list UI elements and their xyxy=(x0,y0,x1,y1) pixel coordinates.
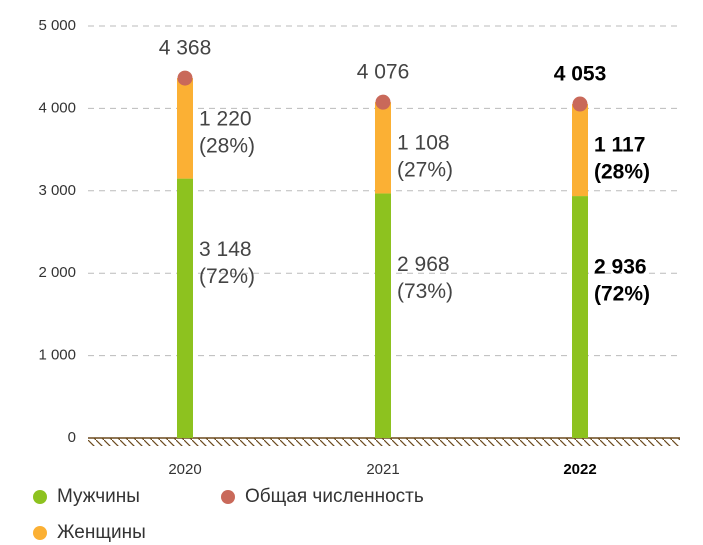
percent-label: (72%) xyxy=(199,265,255,288)
legend-label: Женщины xyxy=(57,522,146,543)
percent-label: (72%) xyxy=(594,283,650,306)
value-label: 2 936 xyxy=(594,256,647,279)
y-tick-label: 3 000 xyxy=(38,182,76,199)
y-tick-label: 0 xyxy=(68,429,76,446)
value-label: 1 117 xyxy=(594,134,645,157)
legend-swatch xyxy=(33,490,47,504)
total-dot xyxy=(375,94,391,110)
y-tick-label: 2 000 xyxy=(38,264,76,281)
bar-segment xyxy=(375,193,391,438)
bar-segment xyxy=(177,78,193,179)
bar-segment xyxy=(375,102,391,194)
value-label: 3 148 xyxy=(199,238,252,261)
total-label: 4 053 xyxy=(554,63,607,86)
percent-label: (73%) xyxy=(397,280,453,303)
percent-label: (28%) xyxy=(594,161,650,184)
total-label: 4 076 xyxy=(357,61,410,84)
legend-label: Общая численность xyxy=(245,486,424,507)
percent-label: (28%) xyxy=(199,135,255,158)
x-tick-label: 2020 xyxy=(168,461,201,478)
value-label: 2 968 xyxy=(397,253,450,276)
y-tick-label: 5 000 xyxy=(38,17,76,34)
y-tick-label: 4 000 xyxy=(38,99,76,116)
bar-segment xyxy=(177,178,193,438)
x-tick-label: 2022 xyxy=(563,461,596,478)
y-tick-label: 1 000 xyxy=(38,347,76,364)
legend-swatch xyxy=(33,526,47,540)
total-dot xyxy=(572,96,588,112)
bar-segment xyxy=(572,196,588,438)
ground xyxy=(88,438,680,446)
percent-label: (27%) xyxy=(397,159,453,182)
bar-segment xyxy=(572,104,588,197)
legend-swatch xyxy=(221,490,235,504)
legend-label: Мужчины xyxy=(57,486,140,507)
total-dot xyxy=(177,70,193,86)
value-label: 1 220 xyxy=(199,108,252,131)
x-tick-label: 2021 xyxy=(366,461,399,478)
value-label: 1 108 xyxy=(397,132,450,155)
total-label: 4 368 xyxy=(159,37,212,60)
